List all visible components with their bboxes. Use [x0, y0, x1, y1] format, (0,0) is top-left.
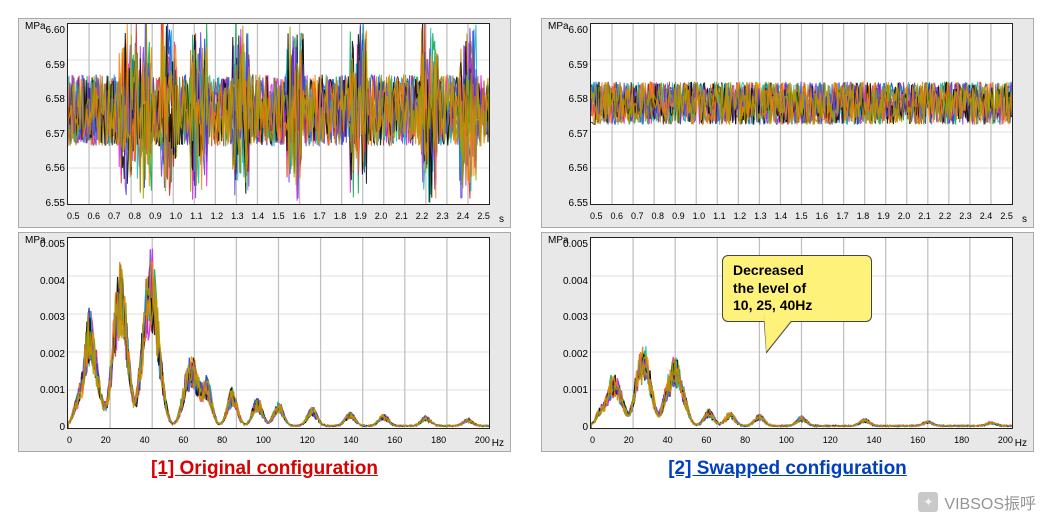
annotation-callout: Decreased the level of 10, 25, 40Hz [722, 255, 872, 322]
x-ticks: 020406080100120140160180200 [67, 435, 490, 447]
y-ticks: 0.0050.0040.0030.0020.0010 [544, 239, 588, 433]
wechat-icon: ✦ [918, 492, 938, 512]
chart-grid: MPa 6.606.596.586.576.566.55 0.50.60.70.… [0, 0, 1052, 484]
x-unit-label: Hz [492, 438, 504, 449]
x-ticks: 0.50.60.70.80.91.01.11.21.31.41.51.61.71… [67, 211, 490, 223]
original-time-chart: MPa 6.606.596.586.576.566.55 0.50.60.70.… [18, 18, 511, 228]
y-ticks: 6.606.596.586.576.566.55 [21, 25, 65, 209]
original-spectrum-chart: MPa 0.0050.0040.0030.0020.0010 020406080… [18, 232, 511, 452]
callout-line: 10, 25, 40Hz [733, 297, 812, 313]
swapped-caption: [2] Swapped configuration [541, 456, 1034, 480]
y-ticks: 0.0050.0040.0030.0020.0010 [21, 239, 65, 433]
x-ticks: 020406080100120140160180200 [590, 435, 1013, 447]
swapped-spectrum-chart: MPa 0.0050.0040.0030.0020.0010 020406080… [541, 232, 1034, 452]
x-unit-label: Hz [1015, 438, 1027, 449]
callout-line: the level of [733, 280, 806, 296]
original-caption: [1] Original configuration [18, 456, 511, 480]
y-ticks: 6.606.596.586.576.566.55 [544, 25, 588, 209]
plot-area [67, 237, 490, 429]
callout-line: Decreased [733, 262, 804, 278]
plot-area [67, 23, 490, 205]
x-unit-label: s [499, 214, 504, 225]
plot-area [590, 23, 1013, 205]
x-ticks: 0.50.60.70.80.91.01.11.21.31.41.51.61.71… [590, 211, 1013, 223]
watermark: ✦ VIBSOS振呼 [918, 490, 1036, 514]
swapped-time-chart: MPa 6.606.596.586.576.566.55 0.50.60.70.… [541, 18, 1034, 228]
callout-body: Decreased the level of 10, 25, 40Hz [722, 255, 872, 322]
watermark-text: VIBSOS振呼 [944, 490, 1036, 514]
x-unit-label: s [1022, 214, 1027, 225]
